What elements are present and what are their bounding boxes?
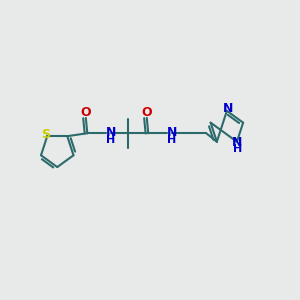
Text: N: N: [223, 102, 233, 115]
Text: O: O: [80, 106, 91, 118]
Text: N: N: [167, 126, 177, 139]
Text: O: O: [142, 106, 152, 118]
Text: S: S: [41, 128, 50, 141]
Text: N: N: [106, 126, 116, 139]
Text: H: H: [233, 144, 242, 154]
Text: N: N: [232, 136, 243, 149]
Text: H: H: [106, 135, 115, 145]
Text: H: H: [167, 135, 176, 145]
